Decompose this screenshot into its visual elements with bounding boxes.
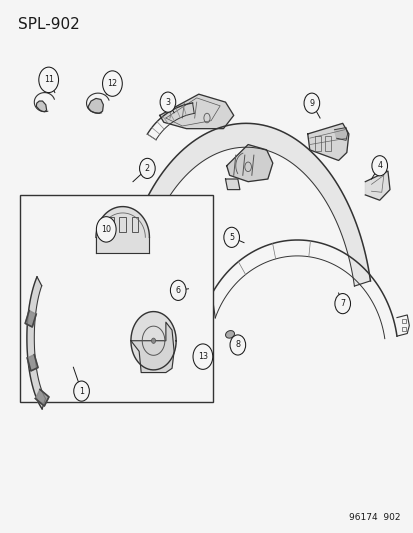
Polygon shape: [226, 144, 272, 182]
Polygon shape: [225, 179, 239, 190]
Polygon shape: [81, 203, 145, 259]
Bar: [314, 136, 320, 151]
Bar: [131, 217, 138, 232]
Text: 6: 6: [175, 286, 180, 295]
Text: 3: 3: [165, 98, 170, 107]
Text: 11: 11: [44, 75, 54, 84]
Polygon shape: [27, 277, 45, 409]
Polygon shape: [159, 94, 233, 128]
Circle shape: [371, 156, 387, 176]
Polygon shape: [36, 101, 47, 112]
Ellipse shape: [225, 330, 234, 338]
Polygon shape: [35, 390, 49, 406]
Bar: [20, 195, 213, 402]
Circle shape: [160, 92, 176, 112]
Text: 9: 9: [309, 99, 313, 108]
Circle shape: [74, 381, 89, 401]
Ellipse shape: [151, 338, 155, 343]
Circle shape: [303, 93, 319, 114]
Polygon shape: [334, 127, 347, 140]
Circle shape: [223, 227, 239, 247]
Circle shape: [139, 158, 155, 179]
Text: 7: 7: [339, 299, 344, 308]
Polygon shape: [307, 123, 348, 160]
Polygon shape: [96, 207, 149, 253]
Ellipse shape: [199, 342, 206, 348]
Text: 13: 13: [197, 352, 207, 361]
Circle shape: [334, 294, 350, 314]
Text: 2: 2: [145, 164, 150, 173]
Text: 12: 12: [107, 79, 117, 88]
Bar: [324, 136, 330, 151]
Polygon shape: [131, 312, 176, 370]
Polygon shape: [186, 282, 209, 305]
Circle shape: [102, 71, 122, 96]
Text: 1: 1: [79, 386, 84, 395]
Text: 96174  902: 96174 902: [348, 513, 399, 522]
Text: 10: 10: [101, 225, 111, 234]
Text: 5: 5: [228, 233, 234, 242]
Text: 4: 4: [376, 161, 381, 170]
Circle shape: [96, 216, 116, 242]
Bar: [119, 217, 126, 232]
Text: SPL-902: SPL-902: [18, 17, 79, 33]
Polygon shape: [88, 99, 103, 114]
Text: 8: 8: [235, 341, 240, 350]
Polygon shape: [131, 322, 174, 373]
Bar: [401, 319, 405, 323]
Polygon shape: [364, 171, 389, 200]
Circle shape: [230, 335, 245, 355]
Polygon shape: [27, 354, 38, 371]
Bar: [107, 217, 114, 232]
Circle shape: [192, 344, 212, 369]
Bar: [401, 327, 405, 331]
Circle shape: [39, 67, 58, 93]
Circle shape: [170, 280, 185, 301]
Polygon shape: [122, 123, 370, 286]
Polygon shape: [25, 311, 36, 327]
